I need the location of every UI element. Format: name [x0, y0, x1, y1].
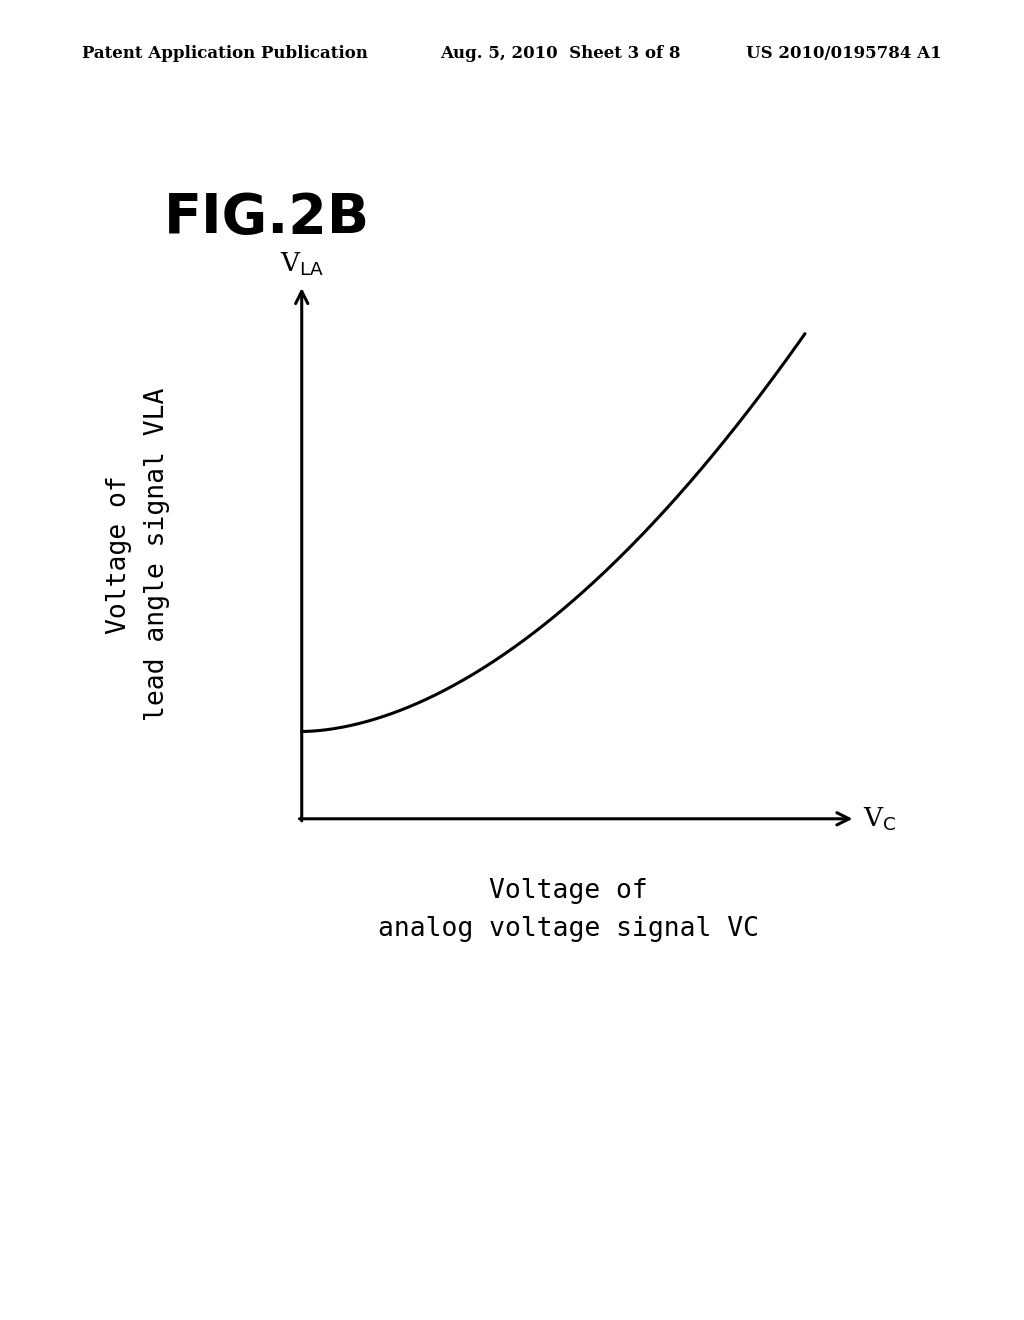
Text: Aug. 5, 2010  Sheet 3 of 8: Aug. 5, 2010 Sheet 3 of 8	[440, 45, 681, 62]
Text: V$_{\rm LA}$: V$_{\rm LA}$	[280, 251, 324, 279]
Text: Patent Application Publication: Patent Application Publication	[82, 45, 368, 62]
Text: Voltage of
lead angle signal VLA: Voltage of lead angle signal VLA	[106, 388, 170, 721]
Text: US 2010/0195784 A1: US 2010/0195784 A1	[746, 45, 942, 62]
Text: V$_{\rm C}$: V$_{\rm C}$	[863, 805, 896, 833]
Text: Voltage of
analog voltage signal VC: Voltage of analog voltage signal VC	[378, 878, 759, 941]
Text: FIG.2B: FIG.2B	[164, 191, 370, 246]
